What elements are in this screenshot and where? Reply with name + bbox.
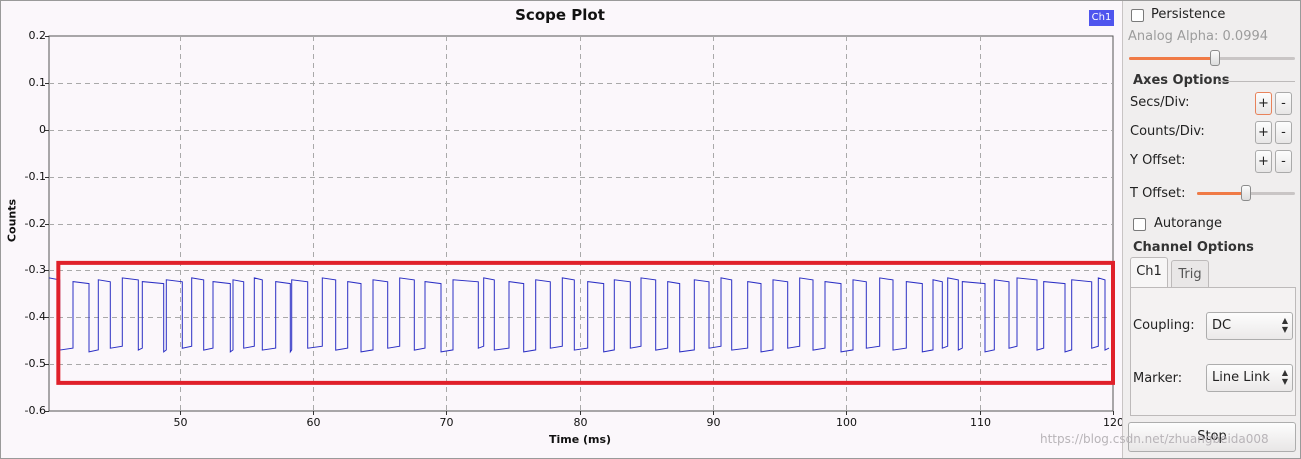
y-tick-label: 0 — [39, 122, 46, 136]
y-tick-label: -0.3 — [24, 262, 46, 276]
x-tick-label: 120 — [1103, 416, 1124, 429]
t-offset-label: T Offset: — [1130, 186, 1186, 201]
coupling-value: DC — [1212, 318, 1232, 333]
axes-options-title: Axes Options — [1133, 73, 1230, 88]
channel-options-title: Channel Options — [1133, 240, 1254, 255]
highlight-box — [56, 260, 1115, 385]
x-tick-label: 60 — [306, 416, 321, 429]
y-tick-label: -0.2 — [24, 216, 46, 230]
analog-alpha-label: Analog Alpha: 0.0994 — [1128, 29, 1269, 44]
tab-ch1[interactable]: Ch1 — [1130, 257, 1168, 287]
x-tick-label: 100 — [836, 416, 857, 429]
counts-div-plus-button[interactable]: + — [1255, 121, 1272, 144]
counts-div-label: Counts/Div: — [1130, 124, 1205, 139]
secs-div-plus-button[interactable]: + — [1255, 92, 1272, 115]
stop-button[interactable]: Stop — [1128, 422, 1296, 452]
coupling-select[interactable]: DC ▲ ▼ — [1206, 312, 1293, 340]
y-offset-label: Y Offset: — [1130, 153, 1186, 168]
legend-ch1: Ch1 — [1089, 10, 1114, 26]
persistence-checkbox[interactable] — [1131, 9, 1144, 22]
coupling-label: Coupling: — [1133, 318, 1195, 333]
marker-label: Marker: — [1133, 371, 1183, 386]
y-offset-minus-button[interactable]: - — [1275, 150, 1292, 173]
combo-arrows-icon: ▲ ▼ — [1281, 316, 1288, 334]
y-tick-label: -0.1 — [24, 169, 46, 183]
autorange-label: Autorange — [1154, 216, 1222, 231]
persistence-label: Persistence — [1151, 7, 1226, 22]
t-offset-fill — [1197, 192, 1246, 195]
x-tick-label: 90 — [706, 416, 721, 429]
y-tick-label: -0.4 — [24, 309, 46, 323]
scope-plot-area: Scope Plot Ch1 Counts Time (ms) 0.2 0.1 0-… — [5, 6, 1124, 446]
secs-div-minus-button[interactable]: - — [1275, 92, 1292, 115]
analog-alpha-knob[interactable] — [1210, 50, 1221, 66]
x-tick-label: 80 — [573, 416, 588, 429]
control-panel: Persistence Analog Alpha: 0.0994 Axes Op… — [1122, 0, 1301, 459]
secs-div-label: Secs/Div: — [1130, 95, 1190, 110]
x-tick-label: 110 — [970, 416, 991, 429]
analog-alpha-fill — [1129, 57, 1216, 60]
axes-options-divider — [1219, 81, 1295, 82]
trace-ch1 — [48, 277, 1110, 354]
t-offset-knob[interactable] — [1241, 185, 1251, 201]
counts-div-minus-button[interactable]: - — [1275, 121, 1292, 144]
x-tick-label: 70 — [439, 416, 454, 429]
x-axis-label: Time (ms) — [548, 433, 612, 446]
y-tick-label: -0.5 — [24, 356, 46, 370]
y-tick-label: 0.2 — [28, 28, 47, 42]
scope-plot-svg — [45, 35, 1115, 415]
plot-title: Scope Plot — [515, 6, 605, 24]
tab-trig[interactable]: Trig — [1171, 260, 1209, 287]
y-offset-plus-button[interactable]: + — [1255, 150, 1272, 173]
combo-arrows-icon: ▲ ▼ — [1281, 368, 1288, 386]
y-tick-label: 0.1 — [28, 75, 47, 89]
channel-tab-page: Coupling: DC ▲ ▼ Marker: Line Link ▲ ▼ — [1130, 287, 1296, 416]
marker-value: Line Link — [1212, 370, 1270, 385]
x-tick-label: 50 — [173, 416, 188, 429]
plot-canvas — [48, 35, 1114, 412]
autorange-checkbox[interactable] — [1133, 218, 1146, 231]
marker-select[interactable]: Line Link ▲ ▼ — [1206, 364, 1293, 392]
y-tick-label: -0.6 — [24, 403, 46, 417]
